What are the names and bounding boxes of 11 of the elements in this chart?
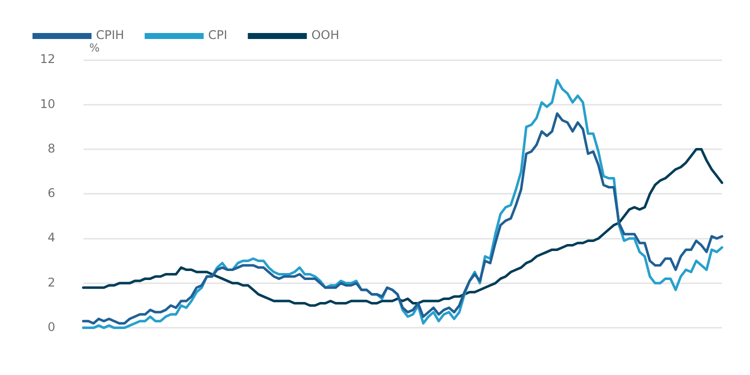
y-tick-label: 8 xyxy=(48,141,56,156)
y-tick-label: 4 xyxy=(48,230,56,245)
y-tick-label: 10 xyxy=(40,96,56,111)
y-tick-label: 2 xyxy=(48,275,56,290)
y-tick-label: 12 xyxy=(40,52,56,66)
y-tick-label: 0 xyxy=(48,320,56,334)
y-tick-label: 6 xyxy=(48,186,56,200)
legend-label: OOH xyxy=(311,28,340,42)
legend-label: CPIH xyxy=(96,28,124,42)
legend-label: CPI xyxy=(208,28,228,42)
y-axis-title: % xyxy=(89,41,100,54)
